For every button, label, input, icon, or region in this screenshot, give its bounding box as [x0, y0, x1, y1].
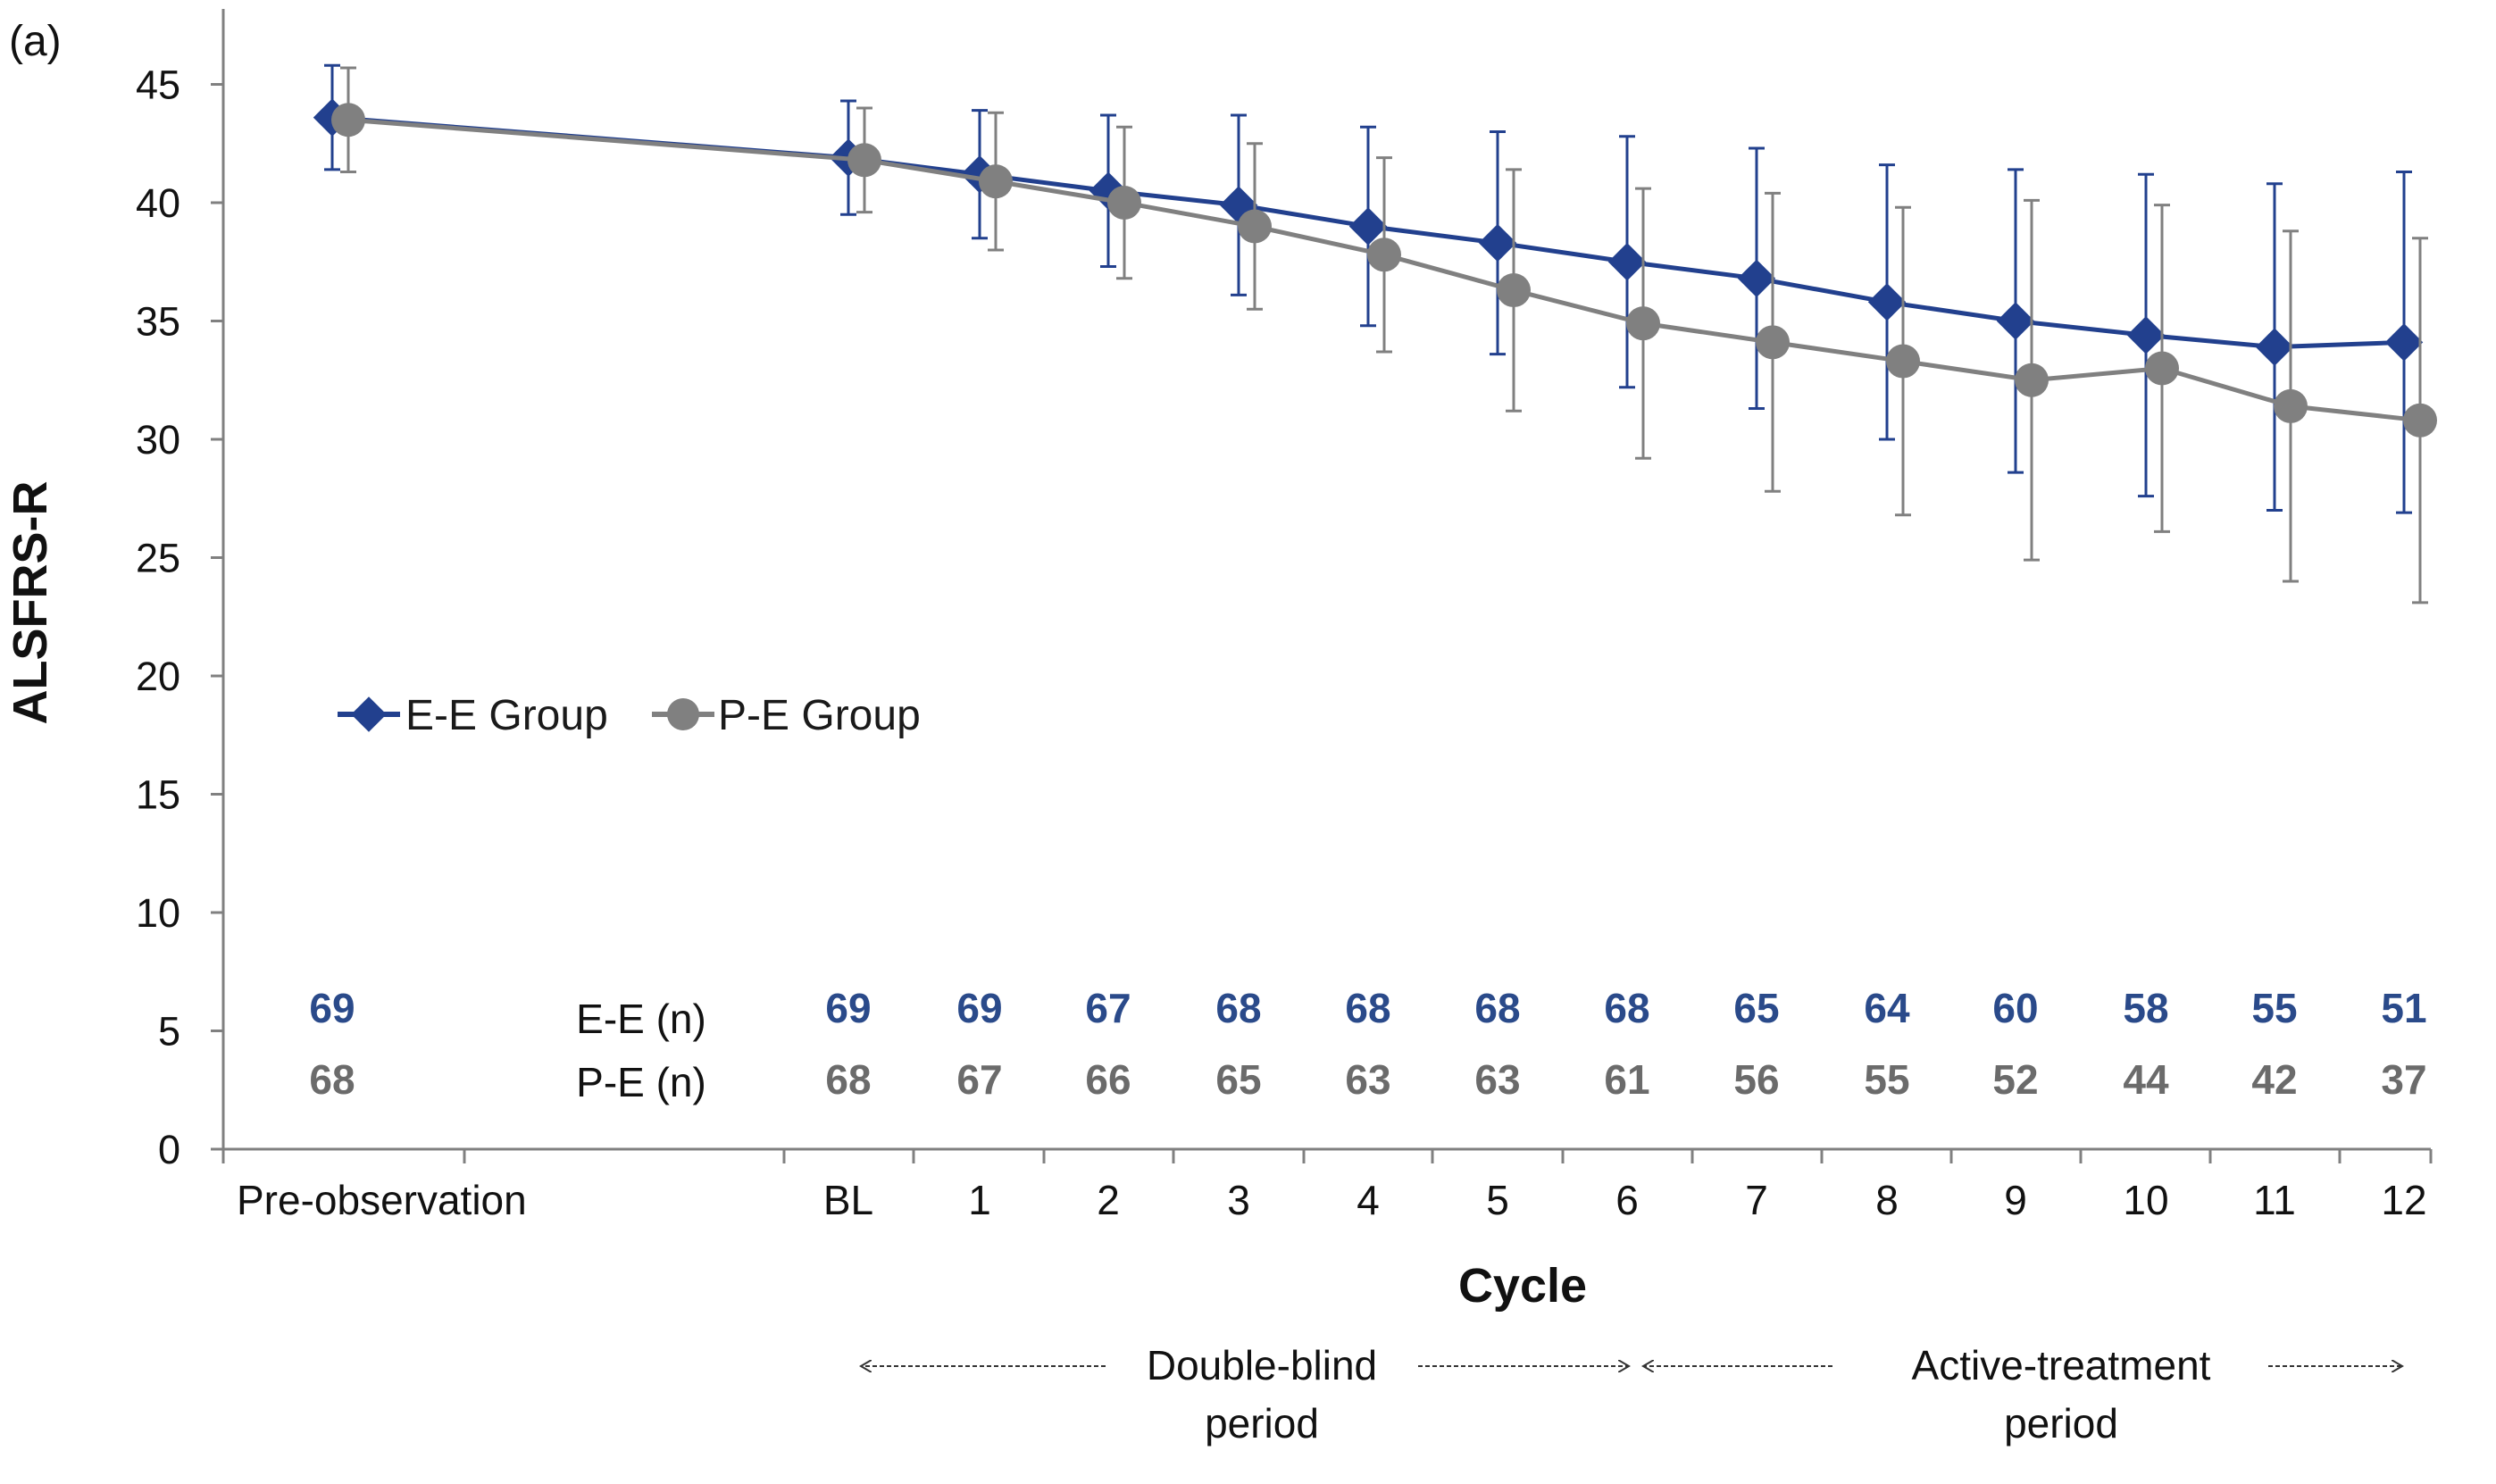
double-blind-label-line1: Double-blind	[1147, 1342, 1377, 1388]
y-axis-label: ALSFRS-R	[4, 481, 57, 725]
n-count-pe: 67	[956, 1056, 1002, 1103]
active-treatment-label-line2: period	[2004, 1400, 2118, 1446]
n-count-ee: 69	[825, 985, 871, 1031]
data-point-ee	[1737, 259, 1776, 298]
n-count-pe: 44	[2123, 1056, 2169, 1103]
panel-label: (a)	[9, 18, 62, 65]
axes: 0 5 10 15 20 25 30 35 40 45	[136, 9, 2433, 1172]
n-count-pe: 56	[1733, 1056, 1779, 1103]
y-tick-label: 40	[136, 180, 180, 226]
n-label-pe: P-E (n)	[576, 1059, 706, 1105]
n-count-ee: 55	[2251, 985, 2297, 1031]
x-tick-label: 10	[2123, 1177, 2168, 1223]
n-count-pe: 66	[1085, 1056, 1131, 1103]
n-count-pe: 63	[1474, 1056, 1520, 1103]
data-point-pe	[331, 103, 365, 138]
n-count-pe: 52	[1992, 1056, 2038, 1103]
x-tick-label: 8	[1875, 1177, 1899, 1223]
x-tick-labels: Pre-observation BL 1 2 3 4 5 6 7 8 9 10 11 12	[237, 1177, 2427, 1223]
data-point-pe	[1497, 273, 1531, 308]
x-axis-label: Cycle	[1458, 1259, 1587, 1313]
data-point-pe	[847, 143, 881, 178]
data-point-pe	[1238, 209, 1272, 244]
y-tick-label: 5	[158, 1009, 180, 1055]
x-tick-label: 7	[1745, 1177, 1768, 1223]
x-tick-label: 1	[968, 1177, 991, 1223]
n-count-pe: 37	[2381, 1056, 2426, 1103]
data-point-ee	[1607, 243, 1647, 281]
n-count-ee: 51	[2381, 985, 2426, 1031]
y-tick-label: 30	[136, 417, 180, 463]
x-tick-label: 11	[2253, 1177, 2296, 1223]
n-count-ee: 69	[309, 985, 355, 1031]
series-ee	[313, 63, 2424, 514]
n-count-ee: 64	[1864, 985, 1910, 1031]
n-count-pe: 55	[1864, 1056, 1909, 1103]
x-tick-label: 6	[1615, 1177, 1639, 1223]
y-tick-label: 35	[136, 299, 180, 345]
n-count-pe: 42	[2251, 1056, 2297, 1103]
n-label-ee: E-E (n)	[576, 996, 706, 1042]
data-point-ee	[2126, 316, 2166, 354]
x-tick-label: 4	[1357, 1177, 1380, 1223]
data-point-pe	[1626, 306, 1660, 341]
n-count-ee: 65	[1733, 985, 1779, 1031]
n-count-pe: 63	[1345, 1056, 1390, 1103]
n-count-ee: 69	[956, 985, 1002, 1031]
n-count-ee: 68	[1345, 985, 1390, 1031]
series-pe	[331, 66, 2437, 604]
x-tick-label: 12	[2381, 1177, 2426, 1223]
double-blind-label-line2: period	[1205, 1400, 1319, 1446]
legend: E-E Group P-E Group	[338, 692, 921, 739]
data-point-ee	[1996, 302, 2035, 340]
x-tick-label: 9	[2004, 1177, 2027, 1223]
legend-pe-circle-icon	[667, 698, 699, 730]
data-point-pe	[979, 164, 1013, 199]
y-tick-label: 0	[158, 1127, 180, 1172]
x-tick-label: 5	[1486, 1177, 1509, 1223]
data-point-pe	[1367, 238, 1401, 272]
active-treatment-label-line1: Active-treatment	[1912, 1342, 2211, 1388]
data-point-pe	[2145, 351, 2179, 386]
series-line-pe	[347, 117, 2421, 423]
x-tick-label: BL	[823, 1177, 873, 1223]
n-count-ee: 58	[2123, 985, 2168, 1031]
x-tick-label: 2	[1097, 1177, 1120, 1223]
y-tick-label: 45	[136, 63, 180, 108]
y-tick-label: 25	[136, 536, 180, 581]
data-point-ee	[2255, 328, 2294, 366]
period-annotations: Double-blind period Active-treatment per…	[861, 1342, 2402, 1446]
y-tick-label: 15	[136, 772, 180, 818]
n-count-pe: 68	[309, 1056, 355, 1103]
legend-ee-diamond-icon	[351, 696, 387, 732]
data-point-pe	[1886, 344, 1920, 379]
n-count-pe: 61	[1604, 1056, 1649, 1103]
y-tick-label: 20	[136, 654, 180, 699]
legend-pe-label: P-E Group	[718, 692, 921, 739]
data-point-ee	[1348, 207, 1388, 246]
x-tick-label: Pre-observation	[237, 1177, 527, 1223]
data-marks	[313, 63, 2437, 604]
n-count-ee: 60	[1992, 985, 2038, 1031]
n-count-ee: 67	[1085, 985, 1131, 1031]
n-count-ee: 68	[1474, 985, 1520, 1031]
n-count-pe: 68	[825, 1056, 871, 1103]
data-point-ee	[2384, 323, 2424, 362]
n-counts: E-E (n) P-E (n) 69 69 69 67 68 68 68 68 65 64 60 58…	[309, 985, 2426, 1105]
x-tick-label: 3	[1227, 1177, 1250, 1223]
n-count-pe: 65	[1215, 1056, 1261, 1103]
n-count-ee: 68	[1604, 985, 1649, 1031]
n-count-ee: 68	[1215, 985, 1261, 1031]
data-point-ee	[1478, 223, 1517, 263]
data-point-pe	[2015, 363, 2049, 397]
data-point-pe	[1756, 325, 1790, 360]
legend-ee-label: E-E Group	[405, 692, 608, 739]
data-point-pe	[1107, 186, 1141, 220]
data-point-pe	[2274, 388, 2308, 423]
y-tick-label: 10	[136, 890, 180, 936]
data-point-ee	[1867, 283, 1907, 321]
data-point-pe	[2403, 403, 2437, 438]
